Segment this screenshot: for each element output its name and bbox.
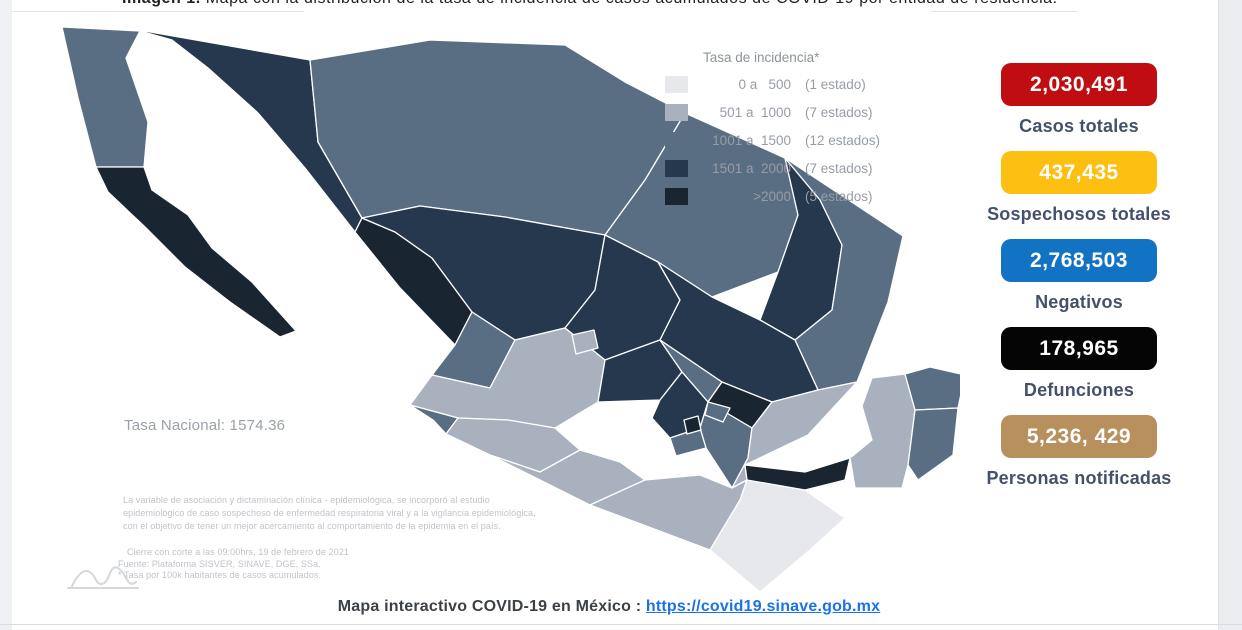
state-baja-california <box>61 26 149 168</box>
squiggle-icon <box>67 566 139 589</box>
legend-row: 0 a 500 (1 estado) <box>665 70 880 98</box>
national-rate-label: Tasa Nacional: 1574.36 <box>124 417 286 434</box>
legend-count: (7 estados) <box>805 104 873 120</box>
top-divider-right <box>930 11 1077 12</box>
state-aguascalientes <box>571 329 599 355</box>
source-block: Cierre con corte a las 09:00hrs, 19 de f… <box>118 547 349 582</box>
figure-title-prefix: Imagen 1. <box>122 0 201 7</box>
methodology-line: con el objetivo de tener un mejor acerca… <box>123 521 501 532</box>
stat-label-notificadas: Personas notificadas <box>986 468 1172 488</box>
stat-label-sospechosos: Sospechosos totales <box>987 204 1171 224</box>
stat-card-negativos: 2,768,503 Negativos <box>1001 239 1157 327</box>
stat-label-negativos: Negativos <box>1035 292 1123 312</box>
legend-title: Tasa de incidencia* <box>703 50 820 65</box>
legend-row: 501 a 1000 (7 estados) <box>665 98 880 126</box>
rate-footnote: * Tasa por 100k habitantes de casos acum… <box>118 570 322 581</box>
footer-caption-text: Mapa interactivo COVID-19 en México : <box>337 598 642 615</box>
legend-row: 1501 a 2000 (7 estados) <box>665 154 880 182</box>
map-svg <box>61 26 960 593</box>
legend-row: >2000 (5 estados) <box>665 182 880 210</box>
right-gutter <box>1218 0 1242 630</box>
state-tlaxcala <box>704 401 731 423</box>
state-chiapas <box>709 479 846 593</box>
top-divider-left <box>12 11 304 12</box>
source-note: Fuente: Plataforma SISVER, SINAVE, DGE, … <box>118 558 321 569</box>
figure-title: Imagen 1. Mapa con la distribución de la… <box>122 0 1058 8</box>
legend-swatch <box>665 159 688 177</box>
stat-pill-negativos: 2,768,503 <box>1001 239 1157 282</box>
stat-card-casos-totales: 2,030,491 Casos totales <box>1001 63 1157 151</box>
methodology-line: epidemiológico de caso sospechoso de enf… <box>123 508 536 519</box>
covid-map-link[interactable]: https://covid19.sinave.gob.mx <box>645 598 881 615</box>
legend-range: 1501 a 2000 <box>712 160 791 176</box>
stat-label-casos-totales: Casos totales <box>1019 116 1139 136</box>
methodology-line: La variable de asociación y dictaminació… <box>123 495 490 505</box>
legend-row: 1001 a 1500 (12 estados) <box>665 126 880 154</box>
state-baja-california-sur <box>95 166 297 338</box>
cutoff-note: Cierre con corte a las 09:00hrs, 19 de f… <box>127 547 350 557</box>
figure-title-text: Mapa con la distribución de la tasa de i… <box>201 0 1058 7</box>
legend-swatch <box>665 75 688 93</box>
bottom-divider <box>0 624 1242 625</box>
stats-panel: 2,030,491 Casos totales 437,435 Sospecho… <box>967 63 1191 503</box>
state-tabasco <box>744 457 851 491</box>
state-cdmx <box>683 415 702 435</box>
stat-pill-notificadas: 5,236, 429 <box>1000 415 1157 458</box>
legend-swatch <box>665 187 688 205</box>
map-states <box>61 26 960 593</box>
legend-count: (12 estados) <box>805 132 881 148</box>
legend-range: 0 a 500 <box>738 76 791 92</box>
stat-label-defunciones: Defunciones <box>1023 380 1135 400</box>
legend-range: 501 a 1000 <box>719 104 791 120</box>
state-quintana-roo <box>907 407 959 481</box>
legend-range: 1001 a 1500 <box>712 132 791 148</box>
methodology-note: La variable de asociación y dictaminació… <box>123 494 536 533</box>
left-gutter <box>0 0 12 630</box>
legend-swatch <box>665 131 688 149</box>
legend-count: (7 estados) <box>805 160 873 176</box>
stat-card-sospechosos: 437,435 Sospechosos totales <box>987 151 1171 239</box>
stat-card-defunciones: 178,965 Defunciones <box>1001 327 1157 415</box>
legend-swatch <box>665 103 688 121</box>
stat-pill-casos-totales: 2,030,491 <box>1001 63 1157 106</box>
legend-count: (5 estados) <box>805 188 873 204</box>
stat-pill-sospechosos: 437,435 <box>1000 151 1157 194</box>
legend-range: >2000 <box>753 188 791 204</box>
footer-caption: Mapa interactivo COVID-19 en México : ht… <box>0 598 1218 616</box>
mexico-choropleth-map <box>60 10 960 600</box>
state-campeche <box>849 373 916 489</box>
incidence-legend: Tasa de incidencia* 0 a 500 (1 estado) 5… <box>665 50 880 210</box>
legend-count: (1 estado) <box>805 76 866 92</box>
state-yucatan <box>904 366 960 411</box>
stat-pill-defunciones: 178,965 <box>1001 327 1157 370</box>
stat-card-notificadas: 5,236, 429 Personas notificadas <box>986 415 1171 503</box>
